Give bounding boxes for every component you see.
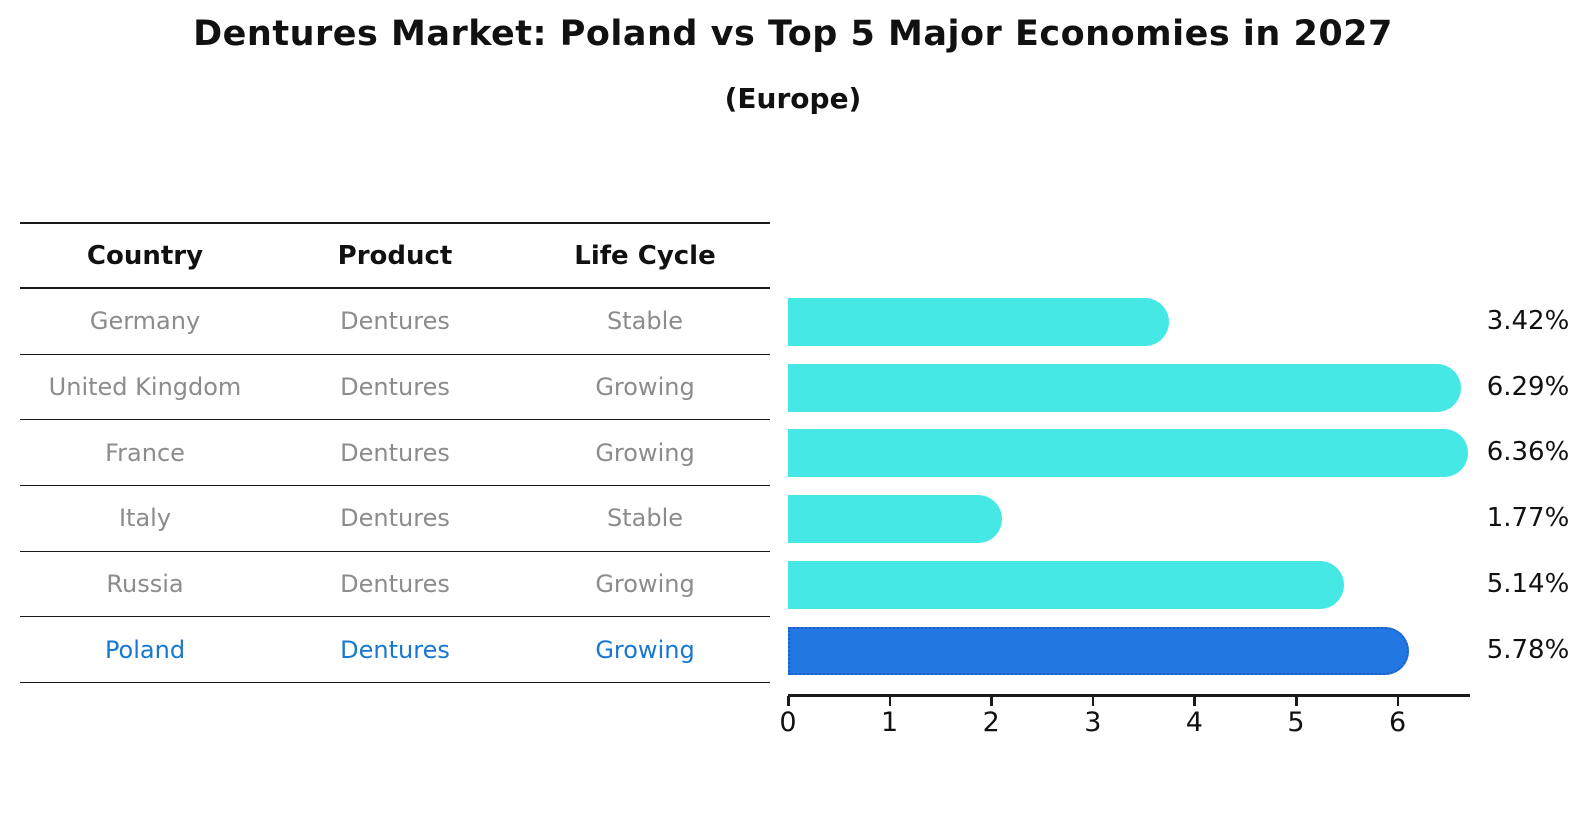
x-tick-label: 1 xyxy=(881,707,899,738)
highlight-bar xyxy=(788,626,1410,675)
table-cell-life-cycle: Stable xyxy=(606,504,684,533)
table-cell-life-cycle: Growing xyxy=(595,438,695,467)
bar xyxy=(788,560,1345,609)
table-cell-country: Poland xyxy=(104,635,186,664)
table-cell-country: Italy xyxy=(118,504,172,533)
table-cell-product: Dentures xyxy=(340,635,450,664)
bar-row: 6.29% xyxy=(788,355,1586,421)
bar xyxy=(788,429,1469,478)
value-label: 6.36% xyxy=(1486,437,1570,468)
x-axis-line xyxy=(788,694,1470,697)
table-row: Poland Dentures Growing xyxy=(20,617,770,684)
table-cell-product: Dentures xyxy=(340,307,450,336)
chart-title: Dentures Market: Poland vs Top 5 Major E… xyxy=(193,14,1393,54)
x-tick-mark xyxy=(888,696,892,706)
table-header-row: Country Product Life Cycle xyxy=(20,222,770,289)
table-row: United Kingdom Dentures Growing xyxy=(20,355,770,421)
table-row: Italy Dentures Stable xyxy=(20,486,770,552)
x-tick-label: 4 xyxy=(1185,707,1203,738)
bar xyxy=(788,363,1462,412)
table-row: France Dentures Growing xyxy=(20,420,770,487)
table-cell-product: Dentures xyxy=(340,570,450,599)
country-table: Country Product Life Cycle Germany Dentur… xyxy=(20,222,770,684)
table-cell-country: United Kingdom xyxy=(48,373,242,402)
table-cell-life-cycle: Growing xyxy=(595,373,695,402)
bar-row: 5.78% xyxy=(788,618,1586,684)
table-cell-country: Germany xyxy=(89,307,201,336)
table-cell-country: Russia xyxy=(106,570,184,599)
value-label: 3.42% xyxy=(1486,306,1570,336)
x-tick-label: 6 xyxy=(1389,707,1407,738)
column-header-product: Product xyxy=(337,240,453,271)
table-cell-country: France xyxy=(105,438,185,467)
x-tick-label: 2 xyxy=(982,707,1000,738)
table-cell-life-cycle: Growing xyxy=(595,570,695,599)
x-tick-mark xyxy=(1091,696,1095,706)
x-tick-mark xyxy=(990,696,993,706)
value-label: 5.14% xyxy=(1486,568,1570,599)
column-header-country: Country xyxy=(86,240,204,271)
bar xyxy=(788,298,1170,346)
bar-row: 3.42% xyxy=(788,289,1586,355)
column-header-life-cycle: Life Cycle xyxy=(574,240,716,271)
table-body: Germany Dentures Stable United Kingdom Dentu… xyxy=(20,289,770,684)
bar xyxy=(788,495,1002,544)
bar-row: 5.14% xyxy=(788,552,1586,618)
x-tick-label: 0 xyxy=(779,707,797,738)
table-row: Russia Dentures Growing xyxy=(20,552,770,618)
value-label: 5.78% xyxy=(1486,634,1570,665)
table-cell-product: Dentures xyxy=(340,504,450,533)
x-tick-mark xyxy=(1193,696,1196,706)
x-tick-mark xyxy=(1295,696,1298,706)
table-cell-product: Dentures xyxy=(340,373,450,402)
chart-subtitle: (Europe) xyxy=(724,82,862,115)
bar-row: 1.77% xyxy=(788,486,1586,552)
x-tick-mark xyxy=(1396,696,1400,706)
table-cell-life-cycle: Stable xyxy=(606,307,684,336)
x-tick-label: 5 xyxy=(1287,707,1305,738)
bar-row: 6.36% xyxy=(788,420,1586,486)
value-label: 1.77% xyxy=(1486,503,1570,534)
x-tick-label: 3 xyxy=(1084,707,1102,738)
table-cell-life-cycle: Growing xyxy=(595,635,695,664)
value-label: 6.29% xyxy=(1486,371,1570,402)
x-tick-mark xyxy=(787,696,790,706)
table-cell-product: Dentures xyxy=(340,438,450,467)
table-row: Germany Dentures Stable xyxy=(20,289,770,355)
